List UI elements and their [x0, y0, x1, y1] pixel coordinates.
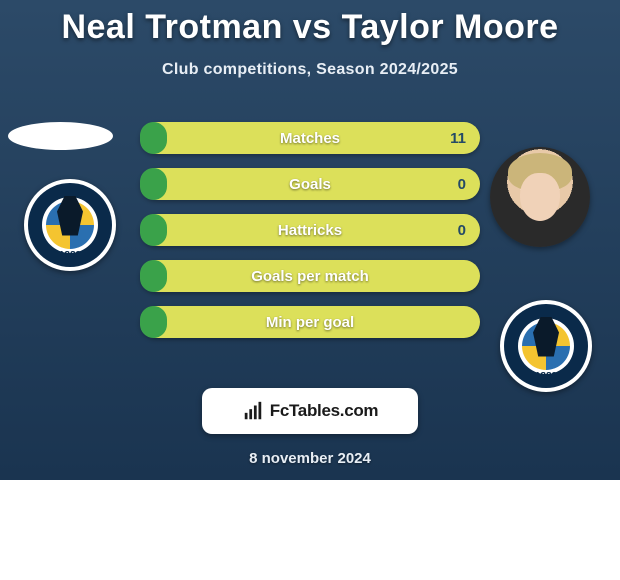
stat-row-hattricks: Hattricks 0 [140, 214, 480, 246]
subtitle: Club competitions, Season 2024/2025 [0, 61, 620, 79]
stat-fill [140, 122, 167, 154]
stat-fill [140, 168, 167, 200]
club-badge-left: 1883 [24, 179, 116, 271]
stat-label: Goals [289, 176, 331, 193]
stat-row-min-per-goal: Min per goal [140, 306, 480, 338]
brand-logo-icon [242, 400, 264, 422]
stat-fill [140, 214, 167, 246]
brand-text: FcTables.com [270, 401, 379, 421]
comparison-card: Neal Trotman vs Taylor Moore Club compet… [0, 0, 620, 480]
stat-value-right: 0 [458, 222, 466, 239]
club-badge-right: 1883 [500, 300, 592, 392]
player-right-avatar [490, 147, 590, 247]
page-title: Neal Trotman vs Taylor Moore [0, 0, 620, 47]
date-line: 8 november 2024 [0, 450, 620, 467]
badge-year-left: 1883 [24, 250, 116, 261]
stat-value-right: 11 [450, 130, 466, 147]
brand-pill[interactable]: FcTables.com [202, 388, 418, 434]
stat-label: Hattricks [278, 222, 342, 239]
stat-fill [140, 260, 167, 292]
badge-year-right: 1883 [500, 371, 592, 382]
stat-fill [140, 306, 167, 338]
stat-row-matches: Matches 11 [140, 122, 480, 154]
stat-label: Matches [280, 130, 340, 147]
stat-row-goals: Goals 0 [140, 168, 480, 200]
stats-container: Matches 11 Goals 0 Hattricks 0 Goals per… [140, 122, 480, 352]
player-left-avatar [8, 122, 113, 150]
stat-label: Min per goal [266, 314, 354, 331]
stat-row-goals-per-match: Goals per match [140, 260, 480, 292]
stat-value-right: 0 [458, 176, 466, 193]
stat-label: Goals per match [251, 268, 369, 285]
